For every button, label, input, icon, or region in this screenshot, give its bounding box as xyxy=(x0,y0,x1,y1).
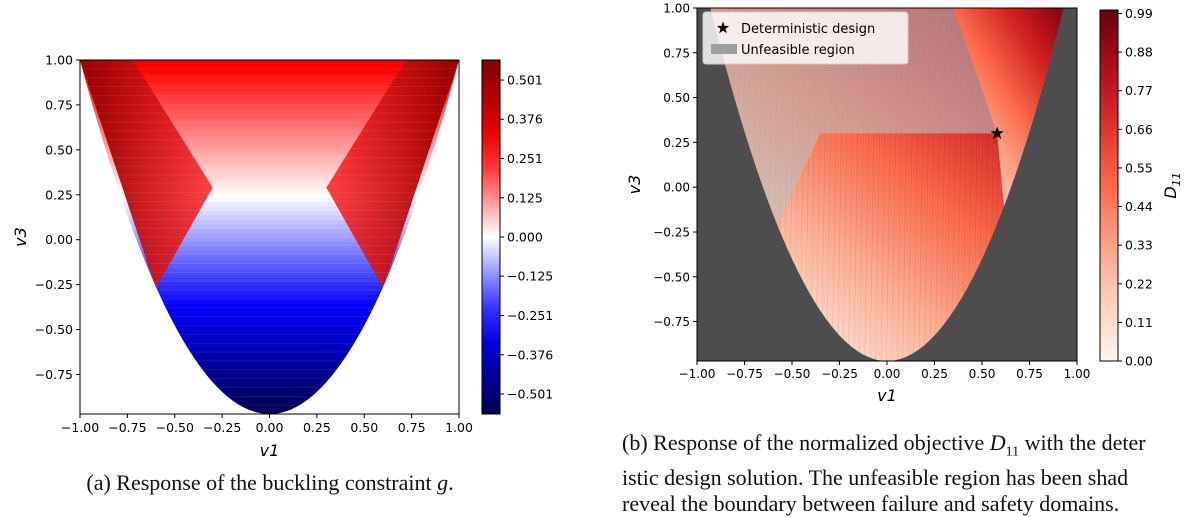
colorbar-tick-label-a: −0.251 xyxy=(507,308,553,323)
colorbar-tick-label-a: 0.376 xyxy=(507,112,543,127)
caption-b: (b) Response of the normalized objective… xyxy=(622,430,1146,517)
x-tick-label-b: 0.75 xyxy=(1016,367,1043,381)
deterministic-design-marker xyxy=(990,126,1004,140)
y-tick-label-b: 0.50 xyxy=(663,91,690,105)
x-tick-label-a: −1.00 xyxy=(61,420,99,435)
x-tick-label-a: −0.25 xyxy=(203,420,241,435)
y-tick-label-a: −0.50 xyxy=(35,322,73,337)
y-tick-label-b: 1.00 xyxy=(663,2,690,16)
y-tick-label-b: −0.75 xyxy=(653,315,690,329)
x-tick-label-a: −0.50 xyxy=(156,420,194,435)
y-tick-label-a: 0.50 xyxy=(45,142,73,157)
x-tick-label-a: 0.50 xyxy=(350,420,378,435)
y-axis-label-a: v3 xyxy=(11,227,30,247)
colorbar-tick-label-b: 0.77 xyxy=(1125,83,1153,98)
x-tick-label-b: −1.00 xyxy=(679,367,716,381)
colorbar-tick-label-a: 0.251 xyxy=(507,151,543,166)
y-tick-label-b: −0.25 xyxy=(653,225,690,239)
x-tick-label-a: 0.25 xyxy=(303,420,331,435)
response-field-a xyxy=(80,60,459,414)
y-tick-label-b: 0.25 xyxy=(663,136,690,150)
colorbar-tick-label-a: −0.501 xyxy=(507,386,553,401)
x-tick-label-a: 0.75 xyxy=(398,420,426,435)
x-tick-label-b: 0.25 xyxy=(921,367,948,381)
x-tick-label-b: 0.00 xyxy=(874,367,901,381)
y-tick-label-a: 0.00 xyxy=(45,232,73,247)
colorbar-tick-label-b: 0.11 xyxy=(1125,315,1153,330)
x-tick-label-a: 0.00 xyxy=(256,420,284,435)
y-tick-label-a: −0.75 xyxy=(35,367,73,382)
colorbar-tick-label-b: 0.88 xyxy=(1125,45,1153,60)
colorbar-tick-label-a: 0.000 xyxy=(507,230,543,245)
legend-star-icon xyxy=(716,21,730,34)
colorbar-tick-label-a: −0.376 xyxy=(507,347,553,362)
y-tick-label-b: 0.00 xyxy=(663,181,690,195)
x-tick-label-b: 0.50 xyxy=(969,367,996,381)
y-tick-label-b: −0.50 xyxy=(653,270,690,284)
x-tick-label-b: −0.75 xyxy=(726,367,763,381)
chart-a: −1.00 −0.75 −0.50 −0.25 0.00 0.25 0.50 0.75 1.00… xyxy=(11,53,553,461)
colorbar-tick-label-b: 0.33 xyxy=(1125,238,1153,253)
colorbar-tick-label-b: 0.00 xyxy=(1125,354,1153,369)
chart-b: Deterministic design Unfeasible region −1.… xyxy=(625,2,1183,406)
x-tick-label-b: −0.50 xyxy=(774,367,811,381)
x-tick-label-b: −0.25 xyxy=(821,367,858,381)
colorbar-tick-label-b: 0.55 xyxy=(1125,160,1153,175)
x-axis-label-a: v1 xyxy=(260,441,280,460)
y-axis-label-b: v3 xyxy=(625,175,644,195)
y-tick-label-a: −0.25 xyxy=(35,277,73,292)
y-tick-label-a: 0.25 xyxy=(45,187,73,202)
y-tick-label-a: 1.00 xyxy=(45,53,73,68)
colorbar-a xyxy=(481,59,501,415)
x-tick-label-a: −0.75 xyxy=(108,420,146,435)
legend-label-unfeasible: Unfeasible region xyxy=(741,43,855,58)
y-tick-label-a: 0.75 xyxy=(45,97,73,112)
colorbar-b xyxy=(1099,9,1119,362)
y-tick-label-b: 0.75 xyxy=(663,46,690,60)
wedge-left xyxy=(80,60,213,289)
colorbar-label-b: D11 xyxy=(1161,172,1183,198)
caption-a: (a) Response of the buckling constraint … xyxy=(86,470,454,495)
legend-box xyxy=(702,11,909,65)
colorbar-tick-label-b: 0.22 xyxy=(1125,276,1153,291)
colorbar-tick-label-b: 0.99 xyxy=(1125,6,1153,21)
x-tick-label-a: 1.00 xyxy=(445,420,473,435)
legend-gray-patch-icon xyxy=(711,44,737,54)
colorbar-tick-label-a: −0.125 xyxy=(507,269,553,284)
colorbar-tick-label-b: 0.44 xyxy=(1125,199,1153,214)
legend-label-deterministic: Deterministic design xyxy=(741,22,875,37)
x-tick-label-b: 1.00 xyxy=(1064,367,1091,381)
colorbar-tick-label-a: 0.125 xyxy=(507,190,543,205)
wedge-right xyxy=(326,60,459,289)
x-axis-label-b: v1 xyxy=(877,386,897,405)
colorbar-tick-label-b: 0.66 xyxy=(1125,122,1153,137)
colorbar-tick-label-a: 0.501 xyxy=(507,73,543,88)
